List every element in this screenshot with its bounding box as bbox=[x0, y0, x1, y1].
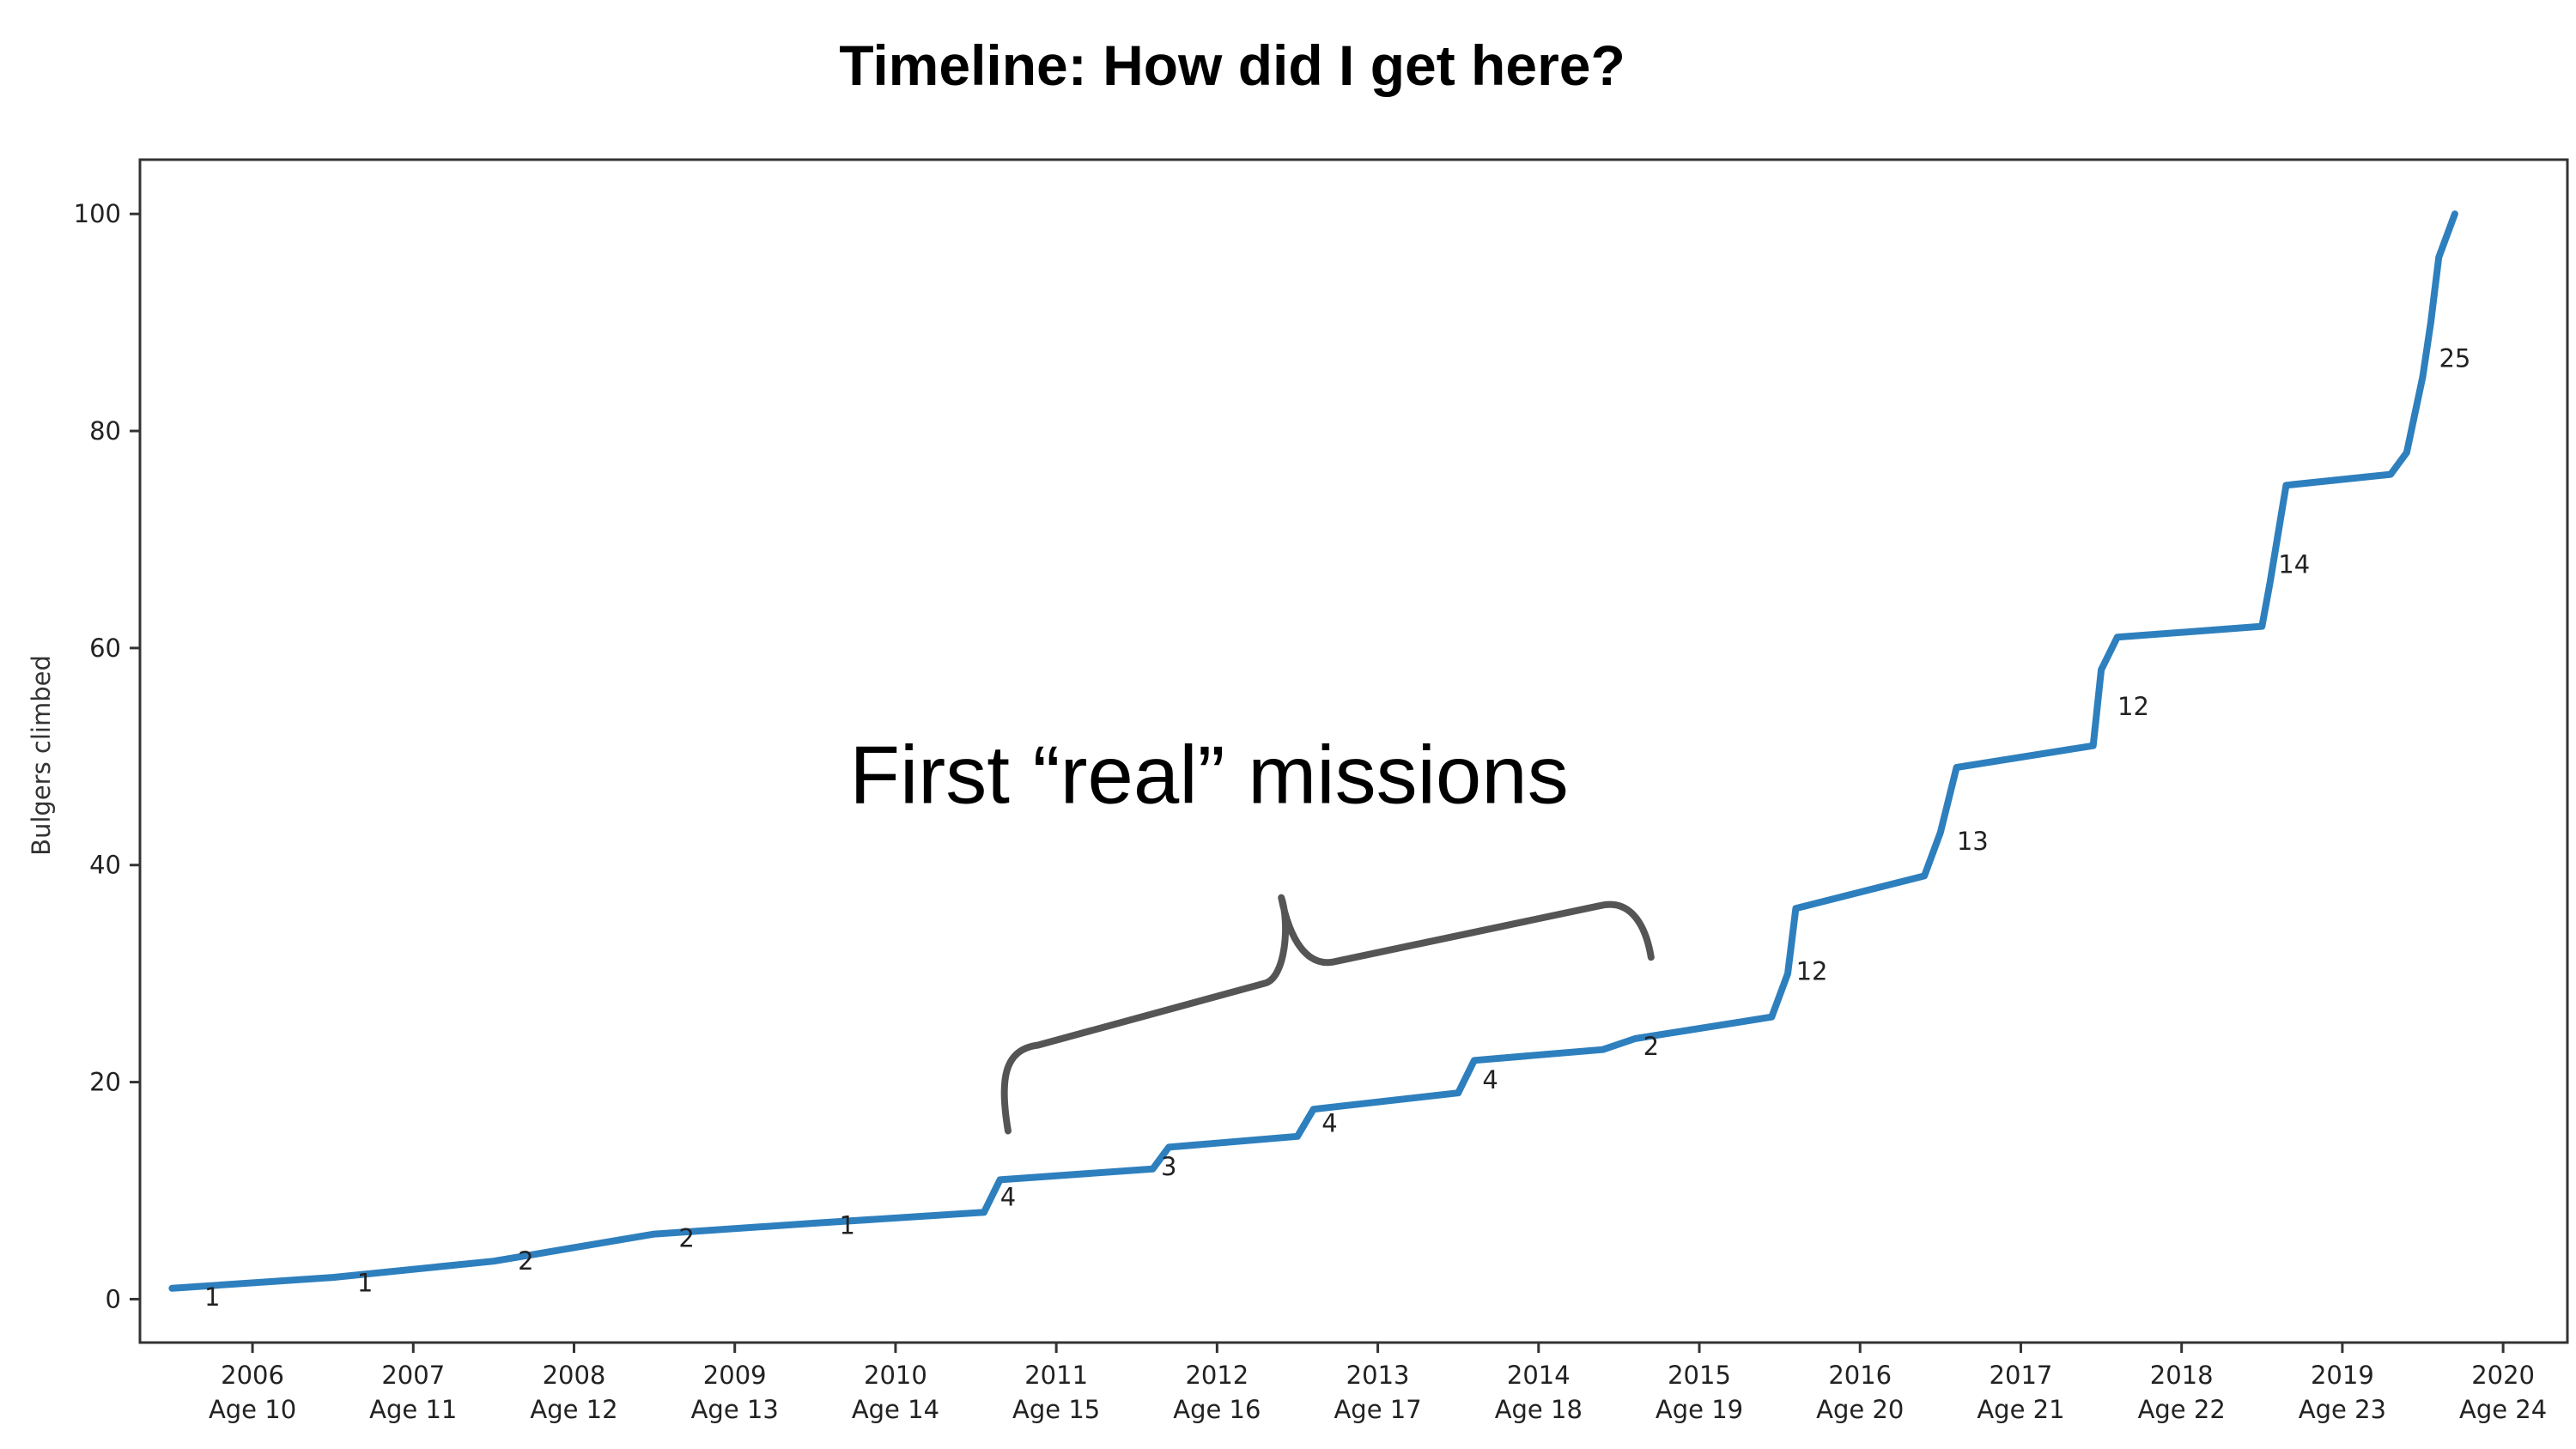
x-tick-age-label: Age 18 bbox=[1495, 1395, 1583, 1424]
x-tick-year-label: 2019 bbox=[2311, 1361, 2374, 1390]
x-tick-age-label: Age 22 bbox=[2138, 1395, 2226, 1424]
plot-frame bbox=[138, 158, 2569, 1344]
point-annotation: 1 bbox=[204, 1282, 220, 1312]
point-annotation: 25 bbox=[2439, 343, 2470, 373]
x-tick-age-label: Age 23 bbox=[2299, 1395, 2386, 1424]
x-tick-age-label: Age 15 bbox=[1012, 1395, 1100, 1424]
point-annotation: 4 bbox=[1482, 1065, 1498, 1094]
point-annotation: 12 bbox=[2117, 692, 2149, 721]
x-tick-age-label: Age 13 bbox=[691, 1395, 779, 1424]
x-tick-age-label: Age 17 bbox=[1334, 1395, 1421, 1424]
x-tick-year-label: 2018 bbox=[2150, 1361, 2214, 1390]
x-tick-year-label: 2009 bbox=[703, 1361, 767, 1390]
x-tick-age-label: Age 10 bbox=[209, 1395, 296, 1424]
callout-bracket bbox=[1000, 894, 1655, 1135]
x-tick-year-label: 2020 bbox=[2471, 1361, 2535, 1390]
point-annotation: 2 bbox=[678, 1224, 694, 1253]
y-tick-label: 40 bbox=[89, 851, 121, 880]
point-annotation: 4 bbox=[1321, 1109, 1337, 1138]
callout-text: First “real” missions bbox=[849, 730, 1568, 822]
x-tick-age-label: Age 21 bbox=[1977, 1395, 2064, 1424]
y-tick-label: 80 bbox=[89, 416, 121, 446]
x-tick-year-label: 2014 bbox=[1507, 1361, 1571, 1390]
y-tick-label: 60 bbox=[89, 634, 121, 663]
x-tick-age-label: Age 11 bbox=[369, 1395, 457, 1424]
x-tick-year-label: 2010 bbox=[864, 1361, 927, 1390]
x-tick-year-label: 2011 bbox=[1024, 1361, 1088, 1390]
point-annotation: 3 bbox=[1161, 1152, 1176, 1181]
x-tick-age-label: Age 24 bbox=[2459, 1395, 2547, 1424]
point-annotation: 2 bbox=[518, 1246, 533, 1276]
x-tick-year-label: 2006 bbox=[221, 1361, 284, 1390]
series-line bbox=[168, 210, 2458, 1292]
x-tick-year-label: 2007 bbox=[381, 1361, 445, 1390]
page-title: Timeline: How did I get here? bbox=[839, 33, 1625, 97]
point-annotation: 14 bbox=[2278, 550, 2310, 579]
point-annotation: 1 bbox=[840, 1210, 855, 1240]
point-annotation: 1 bbox=[357, 1268, 373, 1297]
x-tick-year-label: 2012 bbox=[1185, 1361, 1249, 1390]
x-tick-year-label: 2013 bbox=[1346, 1361, 1410, 1390]
y-tick-label: 0 bbox=[106, 1284, 121, 1313]
x-axis: 2006 Age 10 2007 Age 11 2008 Age 12 2009 Age 13… bbox=[209, 1343, 2547, 1424]
x-tick-year-label: 2015 bbox=[1668, 1361, 1731, 1390]
x-tick-year-label: 2016 bbox=[1828, 1361, 1892, 1390]
point-annotation: 12 bbox=[1796, 957, 1828, 986]
y-tick-label: 100 bbox=[74, 199, 121, 228]
x-tick-age-label: Age 14 bbox=[852, 1395, 939, 1424]
x-tick-year-label: 2008 bbox=[543, 1361, 606, 1390]
y-axis: 0 20 40 60 80 100 bbox=[74, 199, 140, 1313]
point-annotation: 4 bbox=[1000, 1183, 1016, 1212]
x-tick-age-label: Age 19 bbox=[1656, 1395, 1743, 1424]
y-tick-label: 20 bbox=[89, 1068, 121, 1097]
x-tick-year-label: 2017 bbox=[1990, 1361, 2053, 1390]
x-tick-age-label: Age 16 bbox=[1173, 1395, 1261, 1424]
x-tick-age-label: Age 20 bbox=[1816, 1395, 1904, 1424]
y-axis-label: Bulgers climbed bbox=[27, 655, 56, 856]
point-annotation: 2 bbox=[1643, 1032, 1659, 1061]
x-tick-age-label: Age 12 bbox=[530, 1395, 617, 1424]
point-annotation: 13 bbox=[1957, 827, 1989, 856]
